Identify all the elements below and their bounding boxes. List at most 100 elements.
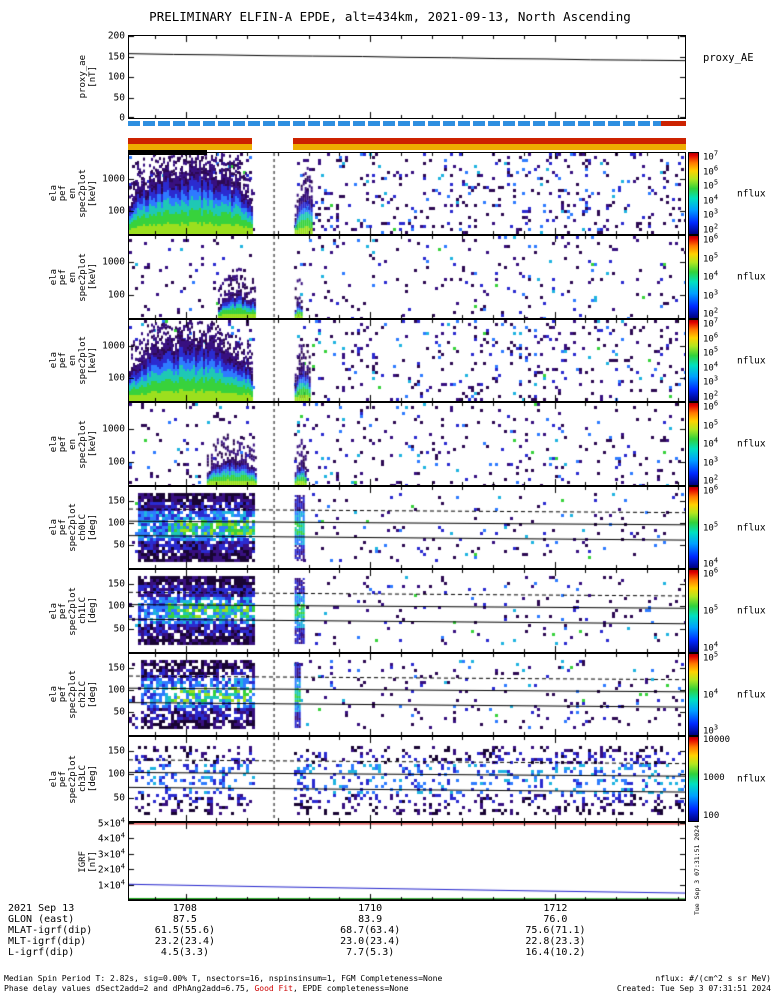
y-axis-tick-label: 150 xyxy=(107,578,125,590)
colorbar-title: nflux xyxy=(737,438,766,450)
colorbar-title: nflux xyxy=(737,605,766,617)
ephemeris-value: 68.7(63.4) xyxy=(340,925,401,936)
colorbar-title: nflux xyxy=(737,271,766,283)
colorbar-tick-label: 106 xyxy=(703,399,719,413)
y-axis-tick-label: 50 xyxy=(113,92,125,103)
panel-en-spec2plot-c: 1000 100 ela pef en spec2plot [keV] 107 106 105 10… xyxy=(49,317,766,403)
colorbar-tick-label: 105 xyxy=(703,345,719,359)
ephemeris-value: 7.7(5.3) xyxy=(346,947,395,958)
colorbar-tick-label: 107 xyxy=(703,316,719,330)
panel-canvas-en-spec2plot-d xyxy=(129,403,685,485)
y-axis-tick-label: 1000 xyxy=(102,423,125,435)
created-timestamp: Created: Tue Sep 3 07:31:51 2024 xyxy=(616,984,771,994)
right-axis-label: proxy_AE xyxy=(703,52,754,65)
panel-en-spec2plot-b: 1000 100 ela pef en spec2plot [keV] 106 105 104 10… xyxy=(49,233,766,320)
y-axis-tick-label: 100 xyxy=(107,600,125,612)
panel-canvas-en-spec2plot-a xyxy=(129,153,685,234)
nflux-units-label: nflux: #/(cm^2 s sr MeV) xyxy=(655,974,771,983)
ephemeris-value: 16.4(10.2) xyxy=(525,947,586,958)
y-axis-tick-label: 50 xyxy=(113,792,125,804)
y-axis-tick-label: 100 xyxy=(107,71,125,83)
panel-canvas-spec2plot-ch0lc xyxy=(129,487,685,568)
y-axis-tick-label: 1000 xyxy=(102,340,125,352)
ephemeris-value: 23.2(23.4) xyxy=(154,936,216,947)
y-axis-tick-label: 1000 xyxy=(102,173,125,185)
colorbar-tick-label: 105 xyxy=(703,251,719,264)
footer-line2-part2: Good Fit xyxy=(254,984,293,994)
ephemeris-row-label: L-igrf(dip) xyxy=(8,947,75,958)
colorbar-tick-label: 104 xyxy=(703,436,719,450)
footer-left: Median Spin Period T: 2.82s, sig=0.00% T… xyxy=(4,974,442,995)
panel-canvas-spec2plot-ch2lc xyxy=(129,654,685,735)
colorbar xyxy=(688,653,699,736)
ephemeris-value: 76.0 xyxy=(543,914,568,925)
y-axis-tick-label: 100 xyxy=(107,517,125,529)
colorbar-tick-label: 103 xyxy=(703,455,719,468)
panel-canvas-en-spec2plot-b xyxy=(129,236,685,318)
y-axis-tick-label: 150 xyxy=(107,495,125,507)
colorbar-tick-label: 107 xyxy=(703,149,719,163)
ephemeris-value: 87.5 xyxy=(172,914,197,925)
footer-line2-part3: , EPDE completeness=None xyxy=(292,984,409,994)
panel-canvas-proxy-ae xyxy=(129,36,685,118)
ephemeris-value: 1710 xyxy=(358,903,383,914)
colorbar-tick-label: 100 xyxy=(703,811,720,821)
footer-line1: Median Spin Period T: 2.82s, sig=0.00% T… xyxy=(4,974,443,983)
panel-spec2plot-ch1lc: 150 100 50 ela pef spec2plot ch1LC [deg] 106 105 1… xyxy=(49,567,766,654)
colorbar-title: nflux xyxy=(737,188,766,199)
panel-canvas-igrf xyxy=(129,823,685,900)
colorbar-tick-label: 102 xyxy=(703,473,719,487)
colorbar-tick-label: 104 xyxy=(703,193,719,207)
colorbar xyxy=(688,486,699,569)
colorbar-tick-label: 102 xyxy=(703,306,719,320)
colorbar-title: nflux xyxy=(737,355,766,366)
colorbar-tick-label: 105 xyxy=(703,520,719,533)
panel-en-spec2plot-d: 1000 100 ela pef en spec2plot [keV] 106 105 104 10… xyxy=(49,400,766,487)
ephemeris-value: 83.9 xyxy=(358,914,383,925)
y-axis-tick-label: 5×104 xyxy=(97,816,125,830)
panel-canvas-spec2plot-ch1lc xyxy=(129,570,685,652)
colorbar-tick-label: 106 xyxy=(703,566,719,580)
y-axis-tick-label: 50 xyxy=(113,706,125,718)
y-axis-tick-label: 2×104 xyxy=(97,862,125,876)
ephemeris-row-label: GLON (east) xyxy=(8,914,75,925)
colorbar-tick-label: 106 xyxy=(703,483,719,497)
y-axis-tick-label: 100 xyxy=(107,768,125,780)
colorbar-tick-label: 10000 xyxy=(703,735,731,745)
y-axis-tick-label: 200 xyxy=(107,30,125,42)
ephemeris-value: 1708 xyxy=(172,903,197,914)
colorbar xyxy=(688,569,699,653)
panel-en-spec2plot-a: 1000 100 ela pef en spec2plot [keV] 107 106 105 10… xyxy=(49,150,766,236)
colorbar-tick-label: 103 xyxy=(703,207,719,221)
colorbar-tick-label: 105 xyxy=(703,178,719,192)
panel-proxy-ae: 200 150 100 50 0 proxy_ae [nT] proxy_AE xyxy=(78,31,753,124)
colorbar-tick-label: 105 xyxy=(703,418,719,431)
ephemeris-row-label: MLAT-igrf(dip) xyxy=(8,925,93,936)
ephemeris-row-label: MLT-igrf(dip) xyxy=(8,936,87,947)
footer-right: nflux: #/(cm^2 s sr MeV) Created: Tue Se… xyxy=(617,974,771,995)
y-axis-tick-label: 100 xyxy=(107,289,125,301)
y-axis-tick-label: 0 xyxy=(119,112,125,124)
colorbar xyxy=(688,152,699,235)
colorbar-tick-label: 104 xyxy=(703,556,719,570)
ephemeris-value: 22.8(23.3) xyxy=(525,936,586,947)
panel-igrf: 5×104 4×104 3×104 2×104 1×104 IGRF [nT] Tue Sep… xyxy=(78,816,701,915)
ephemeris-value: 23.0(23.4) xyxy=(340,936,401,947)
ephemeris-value: 4.5(3.3) xyxy=(160,947,209,958)
ephemeris-value: 75.6(71.1) xyxy=(525,925,586,936)
y-axis-tick-label: 100 xyxy=(107,205,125,217)
colorbar-tick-label: 104 xyxy=(703,687,719,700)
panel-spec2plot-ch0lc: 150 100 50 ela pef spec2plot ch0LC [deg] 106 105 1… xyxy=(49,484,766,570)
colorbar-title: nflux xyxy=(737,773,766,785)
y-axis-tick-label: 100 xyxy=(107,372,125,384)
y-axis-tick-label: 4×104 xyxy=(97,831,125,845)
colorbar-tick-label: 106 xyxy=(703,331,719,345)
colorbar-tick-label: 102 xyxy=(703,389,719,403)
plot-title: PRELIMINARY ELFIN-A EPDE, alt=434km, 202… xyxy=(149,9,631,24)
colorbar-title: nflux xyxy=(737,689,766,700)
colorbar xyxy=(688,319,699,402)
colorbar-tick-label: 103 xyxy=(703,374,719,388)
panel-spec2plot-ch3lc: 150 100 50 ela pef spec2plot ch3LC [deg] 10000 10… xyxy=(49,735,766,822)
panel-spec2plot-ch2lc: 150 100 50 ela pef spec2plot ch2LC [deg] 105 104 1… xyxy=(49,651,766,737)
footer-line2: Phase delay values dSect2add=2 and dPhAn… xyxy=(4,984,442,994)
